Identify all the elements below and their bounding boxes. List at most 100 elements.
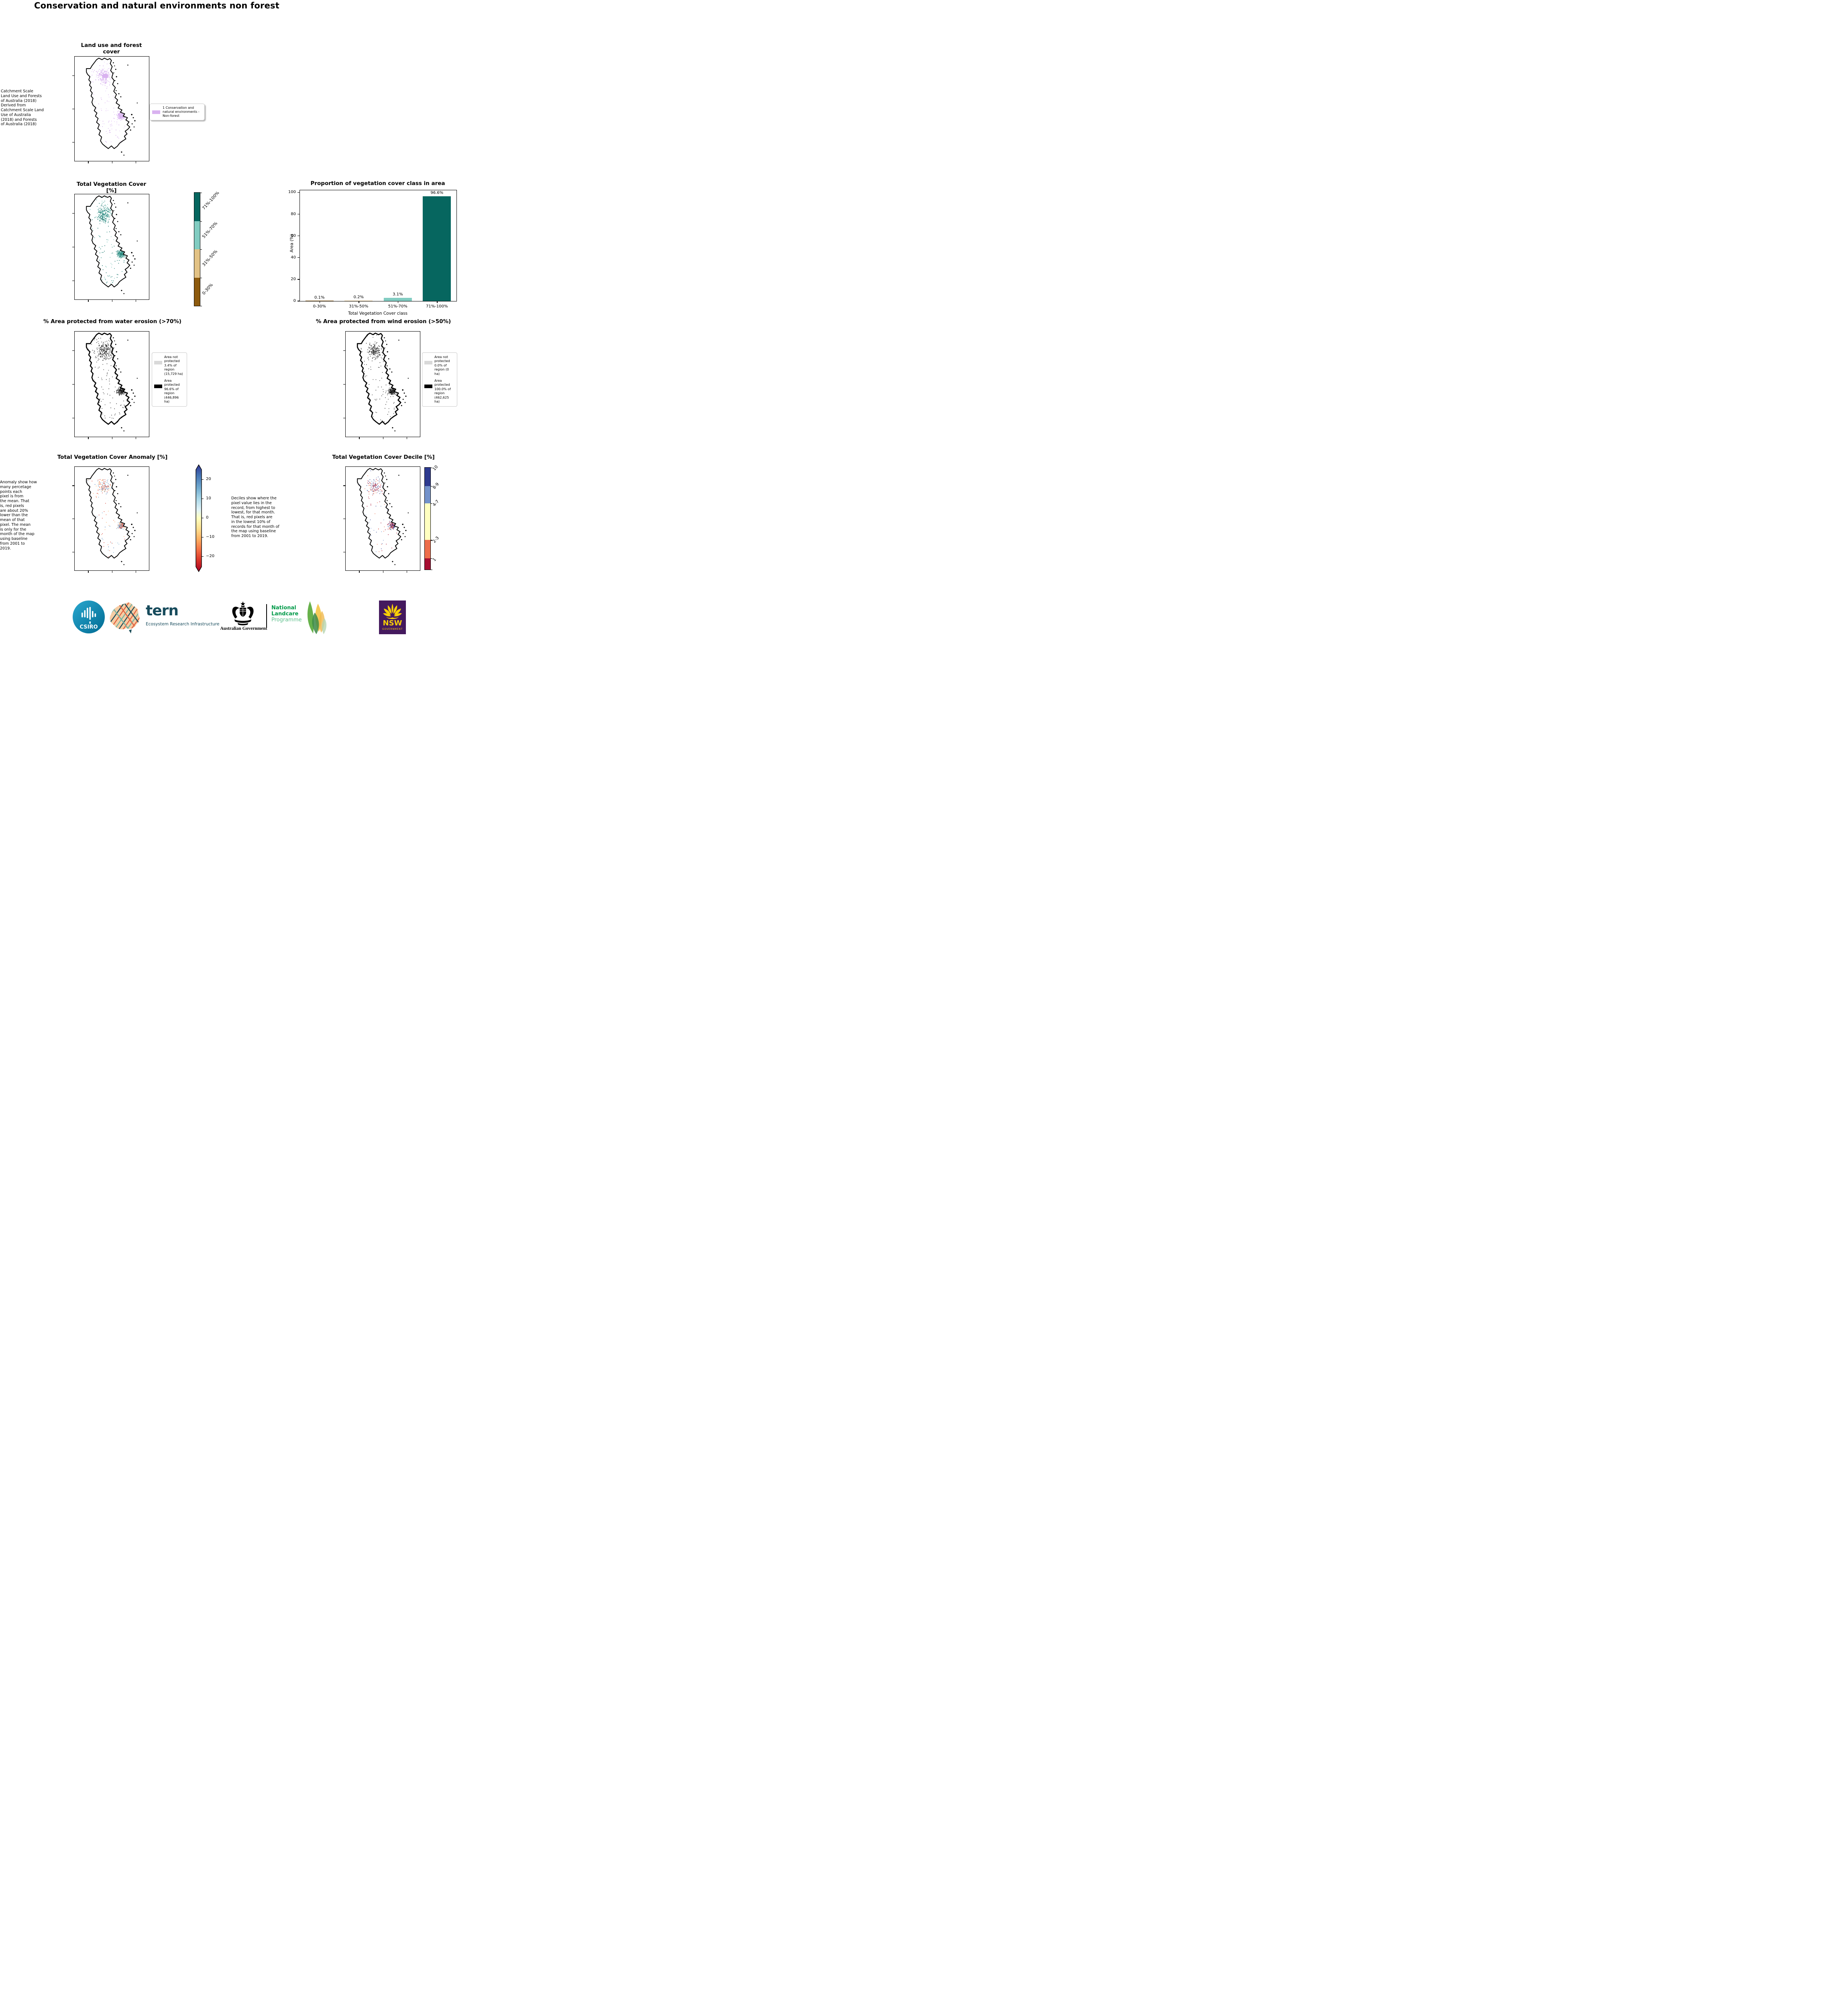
proportion-chart-xlabel: Total Vegetation Cover class bbox=[348, 311, 407, 316]
landcare-logo-text: National Landcare Programme bbox=[271, 605, 302, 623]
veg-colorbar-seg-1 bbox=[194, 193, 200, 221]
xtick-label-0: 0-30% bbox=[313, 304, 326, 309]
decile-seg-10 bbox=[425, 468, 430, 486]
tern-subtitle: Ecosystem Research Infrastructure bbox=[146, 622, 220, 627]
csiro-logo: CSIRO bbox=[72, 600, 105, 633]
water-erosion-legend: Area not protected 3.4% of region (15,72… bbox=[152, 352, 187, 407]
protected-label: Area protected 100.0% of region (462,625… bbox=[434, 379, 451, 403]
decile-label-1: 1 bbox=[432, 557, 437, 563]
bar-slot-0: 0.1% 0-30% bbox=[300, 190, 339, 309]
svg-text:NSW: NSW bbox=[383, 619, 402, 627]
legend-item: Area protected 100.0% of region (462,625… bbox=[424, 379, 455, 404]
ytick-40: 40 bbox=[291, 255, 296, 260]
anomaly-tick-neg20: −20 bbox=[206, 554, 215, 558]
xtick-label-3: 71%-100% bbox=[426, 304, 448, 309]
bar-value-1: 0.2% bbox=[353, 295, 364, 300]
decile-seg-8-9 bbox=[425, 486, 430, 503]
decile-label-2-3: 2-3 bbox=[432, 535, 440, 544]
anomaly-tick-10: 10 bbox=[206, 496, 211, 501]
veg-colorbar-label-4: 0-30% bbox=[201, 282, 214, 296]
decile-seg-1 bbox=[425, 558, 430, 570]
australian-government-crest-icon bbox=[230, 600, 256, 625]
decile-map bbox=[343, 466, 420, 573]
landcare-line-national: National bbox=[271, 605, 296, 611]
bar-slot-2: 3.1% 51%-70% bbox=[378, 190, 418, 309]
anomaly-map bbox=[72, 466, 149, 573]
anomaly-note: Anomaly show how many percetage points e… bbox=[0, 480, 37, 551]
decile-label-8-9: 8-9 bbox=[432, 481, 440, 490]
report-page: Conservation and natural environments no… bbox=[0, 0, 462, 634]
bar-value-0: 0.1% bbox=[314, 295, 325, 300]
ytick-80: 80 bbox=[291, 212, 296, 216]
not-protected-label: Area not protected 3.4% of region (15,72… bbox=[164, 355, 183, 376]
landcare-leaves-icon bbox=[304, 600, 329, 634]
anomaly-tick-neg10: −10 bbox=[206, 535, 215, 539]
decile-title: Total Vegetation Cover Decile [%] bbox=[332, 454, 435, 460]
not-protected-label: Area not protected 0.0% of region (0 ha) bbox=[434, 355, 450, 376]
veg-colorbar-seg-2 bbox=[194, 221, 200, 249]
bar-slot-3: 96.6% 71%-100% bbox=[418, 190, 457, 309]
legend-item: Area not protected 0.0% of region (0 ha) bbox=[424, 355, 455, 376]
veg-colorbar-label-3: 31%-50% bbox=[201, 249, 219, 268]
wind-erosion-map bbox=[343, 331, 420, 439]
protected-swatch bbox=[424, 384, 432, 388]
ytick-20: 20 bbox=[291, 277, 296, 281]
decile-label-4-7: 4-7 bbox=[432, 499, 440, 507]
decile-label-10: 10 bbox=[432, 464, 439, 472]
nsw-waratah-icon: NSW GOVERNMENT bbox=[379, 600, 406, 634]
wind-erosion-legend: Area not protected 0.0% of region (0 ha)… bbox=[422, 352, 457, 407]
nsw-government-logo: NSW GOVERNMENT bbox=[379, 600, 406, 634]
decile-note: Deciles show where the pixel value lies … bbox=[231, 496, 279, 539]
wind-erosion-title: % Area protected from wind erosion (>50%… bbox=[316, 318, 451, 325]
not-protected-swatch bbox=[424, 361, 432, 364]
csiro-logo-icon: CSIRO bbox=[73, 600, 105, 633]
svg-text:GOVERNMENT: GOVERNMENT bbox=[382, 628, 403, 631]
anomaly-colorbar-gradient bbox=[196, 464, 202, 572]
veg-colorbar-seg-3 bbox=[194, 249, 200, 278]
xtick-label-2: 51%-70% bbox=[388, 304, 407, 309]
land-use-note: Catchment Scale Land Use and Forests of … bbox=[1, 89, 44, 127]
decile-seg-2-3 bbox=[425, 540, 430, 559]
logo-divider bbox=[266, 604, 267, 627]
tern-wordmark: tern bbox=[146, 603, 179, 619]
bar-71-100 bbox=[423, 196, 451, 301]
bar-value-2: 3.1% bbox=[393, 292, 403, 297]
water-erosion-map bbox=[72, 331, 149, 439]
australia-art-icon bbox=[110, 603, 140, 633]
land-use-legend: 1 Conservation and natural environments … bbox=[149, 104, 205, 120]
decile-seg-4-7 bbox=[425, 503, 430, 540]
bar-value-3: 96.6% bbox=[430, 190, 444, 195]
protected-label: Area protected 96.6% of region (446,896 … bbox=[164, 379, 180, 403]
landcare-line-landcare: Landcare bbox=[271, 611, 299, 617]
proportion-chart-title: Proportion of vegetation cover class in … bbox=[310, 180, 445, 187]
water-erosion-title: % Area protected from water erosion (>70… bbox=[43, 318, 181, 325]
land-use-legend-swatch bbox=[152, 110, 160, 114]
bar-slot-1: 0.2% 31%-50% bbox=[339, 190, 379, 309]
land-use-map bbox=[72, 56, 149, 163]
svg-text:CSIRO: CSIRO bbox=[79, 624, 98, 630]
aboriginal-australia-art bbox=[106, 600, 143, 634]
veg-colorbar-seg-4 bbox=[194, 277, 200, 306]
tern-logo: tern Ecosystem Research Infrastructure bbox=[146, 604, 219, 627]
decile-colorbar: 10 8-9 4-7 2-3 1 bbox=[424, 464, 440, 570]
not-protected-swatch bbox=[154, 361, 162, 364]
land-use-legend-label: 1 Conservation and natural environments … bbox=[163, 106, 200, 118]
ytick-0: 0 bbox=[293, 299, 296, 303]
legend-item: Area protected 96.6% of region (446,896 … bbox=[154, 379, 185, 404]
proportion-chart: 0 20 40 60 80 100 0.1% 0-30% 0.2% 31%-50… bbox=[288, 190, 457, 309]
australian-government-label: Australian Government bbox=[220, 626, 267, 631]
page-title: Conservation and natural environments no… bbox=[34, 1, 279, 10]
protected-swatch bbox=[154, 384, 162, 388]
veg-cover-title: Total Vegetation Cover [%] bbox=[76, 181, 147, 194]
legend-item: Area not protected 3.4% of region (15,72… bbox=[154, 355, 185, 376]
ytick-60: 60 bbox=[291, 233, 296, 238]
anomaly-title: Total Vegetation Cover Anomaly [%] bbox=[57, 454, 168, 460]
bar-51-70 bbox=[383, 297, 412, 301]
anomaly-tick-20: 20 bbox=[206, 477, 211, 481]
anomaly-colorbar: 20 10 0 −10 −20 bbox=[192, 464, 214, 572]
veg-colorbar-label-1: 71%-100% bbox=[201, 190, 220, 211]
ytick-100: 100 bbox=[288, 190, 296, 195]
veg-cover-colorbar: 71%-100% 51%-70% 31%-50% 0-30% bbox=[194, 191, 220, 307]
landcare-line-programme: Programme bbox=[271, 617, 302, 623]
land-use-title: Land use and forest cover bbox=[81, 42, 142, 55]
